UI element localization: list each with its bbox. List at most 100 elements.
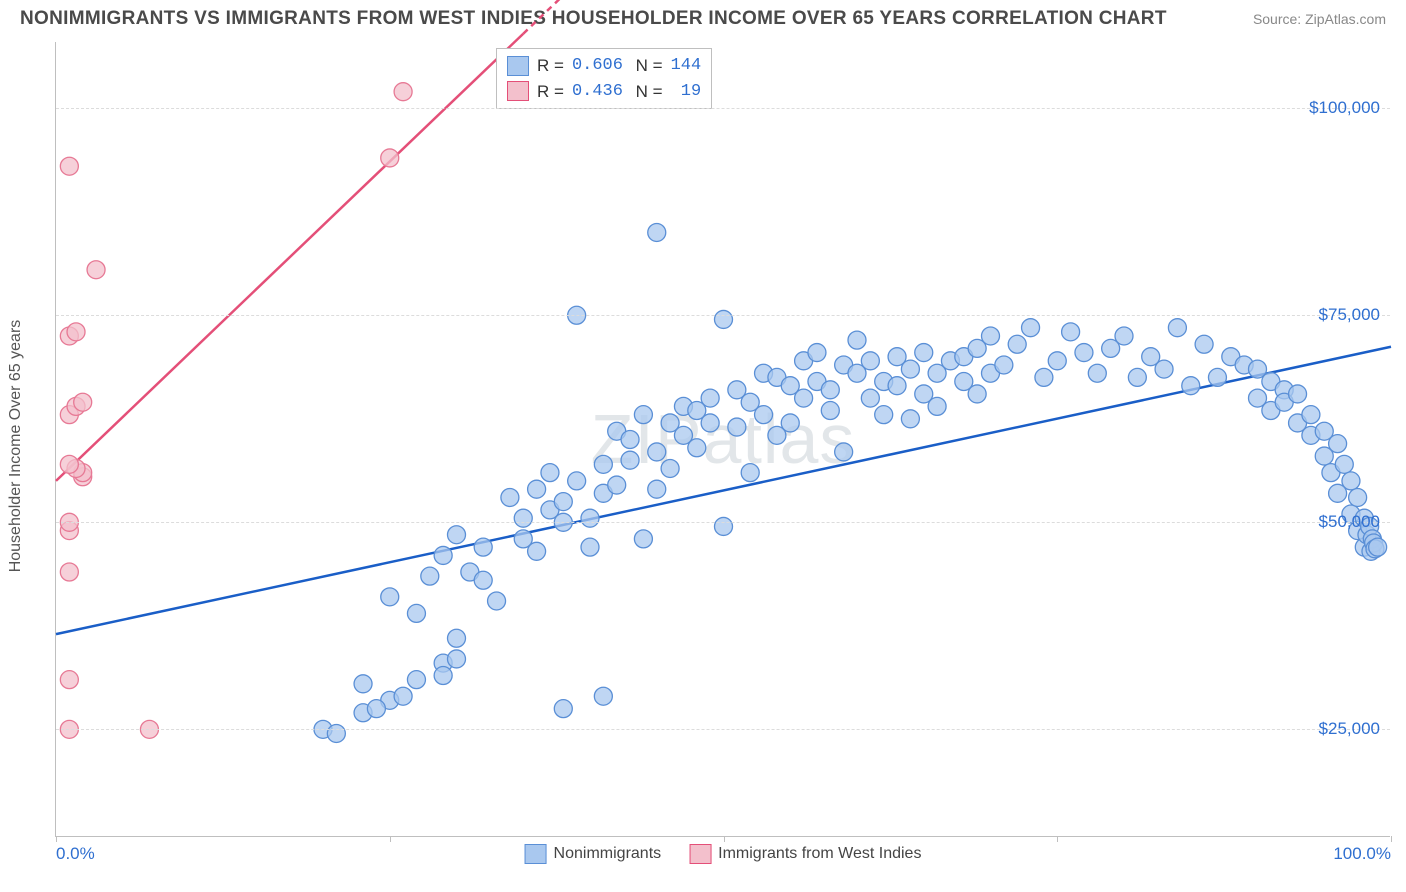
source-attribution: Source: ZipAtlas.com: [1253, 11, 1386, 27]
data-point-nonimmigrants: [581, 538, 599, 556]
data-point-nonimmigrants: [594, 687, 612, 705]
y-axis-label: Householder Income Over 65 years: [7, 320, 25, 573]
x-tick-mark: [390, 836, 391, 842]
data-point-nonimmigrants: [1088, 364, 1106, 382]
data-point-nonimmigrants: [407, 604, 425, 622]
data-point-nonimmigrants: [621, 451, 639, 469]
stat-n-value-1: 144: [671, 53, 702, 79]
data-point-nonimmigrants: [1075, 344, 1093, 362]
data-point-nonimmigrants: [474, 538, 492, 556]
chart-svg: [56, 42, 1390, 836]
data-point-nonimmigrants: [875, 406, 893, 424]
x-tick-label: 0.0%: [56, 844, 95, 864]
data-point-nonimmigrants: [701, 389, 719, 407]
data-point-nonimmigrants: [634, 406, 652, 424]
data-point-nonimmigrants: [634, 530, 652, 548]
legend-stats-row-1: R = 0.606 N = 144: [507, 53, 701, 79]
y-tick-label: $25,000: [1319, 719, 1380, 739]
gridline: [56, 729, 1390, 730]
data-point-nonimmigrants: [781, 414, 799, 432]
data-point-nonimmigrants: [1369, 538, 1387, 556]
data-point-immigrants_west_indies: [60, 563, 78, 581]
stat-n-value-2: 19: [671, 79, 702, 105]
bottom-legend: Nonimmigrants Immigrants from West Indie…: [525, 844, 922, 864]
data-point-nonimmigrants: [474, 571, 492, 589]
x-tick-label: 100.0%: [1333, 844, 1391, 864]
data-point-nonimmigrants: [621, 431, 639, 449]
data-point-immigrants_west_indies: [60, 671, 78, 689]
gridline: [56, 315, 1390, 316]
data-point-nonimmigrants: [741, 464, 759, 482]
legend-swatch-immigrants: [689, 844, 711, 864]
data-point-nonimmigrants: [928, 397, 946, 415]
x-tick-mark: [56, 836, 57, 842]
legend-label-nonimmigrants: Nonimmigrants: [554, 845, 662, 863]
data-point-nonimmigrants: [648, 443, 666, 461]
data-point-nonimmigrants: [528, 542, 546, 560]
plot-area: ZIPatlas R = 0.606 N = 144 R = 0.436 N =…: [55, 42, 1390, 837]
data-point-nonimmigrants: [795, 389, 813, 407]
data-point-nonimmigrants: [1062, 323, 1080, 341]
data-point-nonimmigrants: [421, 567, 439, 585]
data-point-nonimmigrants: [394, 687, 412, 705]
data-point-nonimmigrants: [581, 509, 599, 527]
data-point-nonimmigrants: [808, 344, 826, 362]
data-point-nonimmigrants: [1168, 319, 1186, 337]
data-point-nonimmigrants: [594, 455, 612, 473]
legend-swatch-2: [507, 81, 529, 101]
data-point-nonimmigrants: [661, 459, 679, 477]
data-point-nonimmigrants: [1289, 385, 1307, 403]
legend-item-immigrants: Immigrants from West Indies: [689, 844, 921, 864]
chart-title: NONIMMIGRANTS VS IMMIGRANTS FROM WEST IN…: [20, 8, 1167, 30]
data-point-nonimmigrants: [354, 675, 372, 693]
x-tick-mark: [724, 836, 725, 842]
data-point-nonimmigrants: [327, 724, 345, 742]
data-point-nonimmigrants: [528, 480, 546, 498]
data-point-nonimmigrants: [861, 389, 879, 407]
data-point-nonimmigrants: [915, 344, 933, 362]
data-point-nonimmigrants: [434, 667, 452, 685]
data-point-nonimmigrants: [821, 381, 839, 399]
data-point-nonimmigrants: [367, 700, 385, 718]
stat-r-value-2: 0.436: [572, 79, 623, 105]
data-point-nonimmigrants: [982, 327, 1000, 345]
gridline: [56, 522, 1390, 523]
data-point-nonimmigrants: [715, 517, 733, 535]
data-point-nonimmigrants: [888, 377, 906, 395]
data-point-nonimmigrants: [688, 439, 706, 457]
stat-n-label: N =: [631, 79, 663, 105]
legend-label-immigrants: Immigrants from West Indies: [718, 845, 921, 863]
data-point-nonimmigrants: [407, 671, 425, 689]
data-point-nonimmigrants: [568, 472, 586, 490]
data-point-nonimmigrants: [554, 700, 572, 718]
data-point-nonimmigrants: [1035, 368, 1053, 386]
data-point-immigrants_west_indies: [60, 157, 78, 175]
data-point-nonimmigrants: [648, 223, 666, 241]
data-point-nonimmigrants: [1182, 377, 1200, 395]
regression-line-immigrants_west_indies: [56, 34, 523, 481]
data-point-nonimmigrants: [1128, 368, 1146, 386]
data-point-nonimmigrants: [835, 443, 853, 461]
data-point-nonimmigrants: [848, 331, 866, 349]
data-point-nonimmigrants: [1008, 335, 1026, 353]
y-tick-label: $100,000: [1309, 98, 1380, 118]
legend-stats-row-2: R = 0.436 N = 19: [507, 79, 701, 105]
data-point-immigrants_west_indies: [60, 455, 78, 473]
data-point-nonimmigrants: [1342, 472, 1360, 490]
data-point-nonimmigrants: [1329, 435, 1347, 453]
data-point-nonimmigrants: [1195, 335, 1213, 353]
legend-stats-box: R = 0.606 N = 144 R = 0.436 N = 19: [496, 48, 712, 109]
legend-item-nonimmigrants: Nonimmigrants: [525, 844, 662, 864]
stat-r-label: R =: [537, 53, 564, 79]
stat-n-label: N =: [631, 53, 663, 79]
data-point-nonimmigrants: [1208, 368, 1226, 386]
x-tick-mark: [1057, 836, 1058, 842]
data-point-nonimmigrants: [554, 493, 572, 511]
data-point-nonimmigrants: [501, 488, 519, 506]
stat-r-value-1: 0.606: [572, 53, 623, 79]
data-point-immigrants_west_indies: [381, 149, 399, 167]
chart-area: ZIPatlas R = 0.606 N = 144 R = 0.436 N =…: [55, 42, 1390, 837]
data-point-nonimmigrants: [755, 406, 773, 424]
data-point-nonimmigrants: [901, 360, 919, 378]
data-point-nonimmigrants: [701, 414, 719, 432]
